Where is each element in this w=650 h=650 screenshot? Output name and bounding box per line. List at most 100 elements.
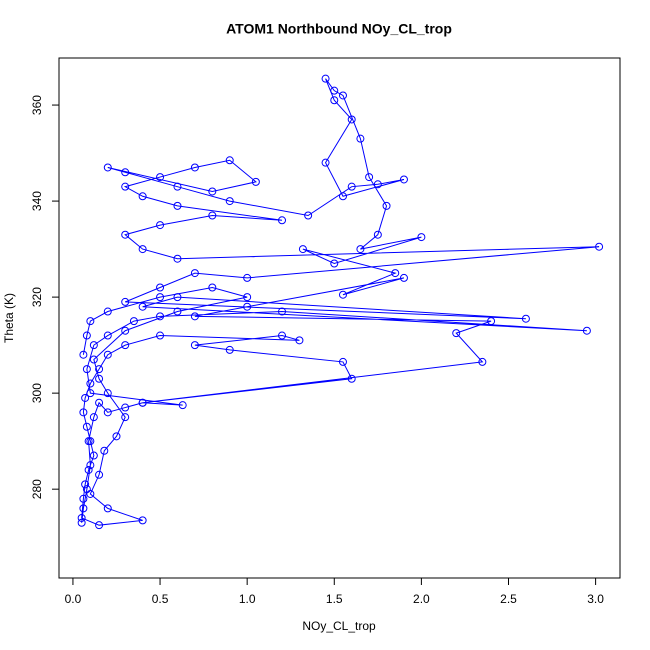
- data-point: [79, 504, 88, 513]
- data-point: [173, 182, 182, 191]
- data-point: [208, 187, 217, 196]
- data-point: [278, 331, 287, 340]
- data-point: [89, 341, 98, 350]
- data-point: [103, 408, 112, 417]
- series-line: [81, 78, 600, 526]
- data-point: [121, 413, 130, 422]
- data-point: [478, 357, 487, 366]
- data-point: [452, 329, 461, 338]
- data-point: [86, 317, 95, 326]
- data-point: [77, 513, 86, 522]
- data-point: [89, 451, 98, 460]
- data-point: [103, 163, 112, 172]
- data-point: [103, 504, 112, 513]
- data-point: [338, 192, 347, 201]
- data-point: [582, 326, 591, 335]
- data-point: [81, 393, 90, 402]
- data-point: [243, 293, 252, 302]
- data-point: [86, 389, 95, 398]
- data-point: [112, 432, 121, 441]
- data-point: [399, 273, 408, 282]
- x-tick-label: 1.0: [239, 592, 256, 606]
- y-tick-label: 300: [30, 383, 44, 403]
- data-point: [95, 470, 104, 479]
- data-point: [347, 182, 356, 191]
- data-point: [79, 350, 88, 359]
- data-point: [225, 345, 234, 354]
- y-tick-label: 360: [30, 95, 44, 115]
- data-point: [208, 211, 217, 220]
- data-point: [295, 336, 304, 345]
- data-point: [82, 365, 91, 374]
- data-point: [121, 341, 130, 350]
- data-point: [138, 302, 147, 311]
- data-point: [100, 446, 109, 455]
- data-point: [95, 521, 104, 530]
- data-point: [225, 197, 234, 206]
- data-point: [173, 307, 182, 316]
- data-point: [95, 365, 104, 374]
- data-point: [521, 314, 530, 323]
- data-point: [156, 331, 165, 340]
- data-point: [356, 134, 365, 143]
- data-point: [86, 461, 95, 470]
- data-point: [103, 331, 112, 340]
- data-point: [173, 254, 182, 263]
- y-tick-label: 340: [30, 191, 44, 211]
- data-point: [330, 96, 339, 105]
- x-tick-label: 2.5: [500, 592, 517, 606]
- data-point: [298, 245, 307, 254]
- data-point: [103, 389, 112, 398]
- x-tick-label: 2.0: [413, 592, 430, 606]
- data-point: [121, 168, 130, 177]
- data-point: [81, 480, 90, 489]
- data-point: [82, 422, 91, 431]
- y-tick-label: 280: [30, 479, 44, 499]
- data-point: [373, 230, 382, 239]
- chart-title: ATOM1 Northbound NOy_CL_trop: [226, 21, 452, 37]
- data-point: [190, 269, 199, 278]
- data-point: [190, 341, 199, 350]
- data-point: [103, 307, 112, 316]
- data-point: [121, 326, 130, 335]
- data-point: [330, 86, 339, 95]
- data-point: [373, 180, 382, 189]
- data-point: [338, 357, 347, 366]
- data-point: [304, 211, 313, 220]
- data-point: [86, 379, 95, 388]
- data-point: [129, 317, 138, 326]
- data-point: [86, 437, 95, 446]
- data-point: [321, 158, 330, 167]
- data-point: [89, 413, 98, 422]
- x-axis-label: NOy_CL_trop: [302, 619, 376, 633]
- data-point: [156, 312, 165, 321]
- data-point: [208, 283, 217, 292]
- data-point: [156, 283, 165, 292]
- data-point: [86, 489, 95, 498]
- data-point: [365, 173, 374, 182]
- data-point: [595, 242, 604, 251]
- data-point: [156, 221, 165, 230]
- data-point: [173, 293, 182, 302]
- data-point: [95, 398, 104, 407]
- data-point: [79, 408, 88, 417]
- data-point: [382, 201, 391, 210]
- data-point: [79, 494, 88, 503]
- x-tick-label: 0.0: [65, 592, 82, 606]
- data-point: [121, 403, 130, 412]
- data-point: [347, 115, 356, 124]
- data-point: [251, 177, 260, 186]
- data-point: [487, 317, 496, 326]
- data-point: [77, 518, 86, 527]
- data-point: [82, 331, 91, 340]
- data-point: [190, 312, 199, 321]
- data-point: [138, 398, 147, 407]
- y-axis-label: Theta (K): [2, 293, 16, 343]
- data-point: [138, 516, 147, 525]
- data-point: [243, 273, 252, 282]
- data-point: [84, 465, 93, 474]
- data-point: [347, 374, 356, 383]
- data-point: [121, 297, 130, 306]
- data-point: [243, 302, 252, 311]
- data-point: [95, 374, 104, 383]
